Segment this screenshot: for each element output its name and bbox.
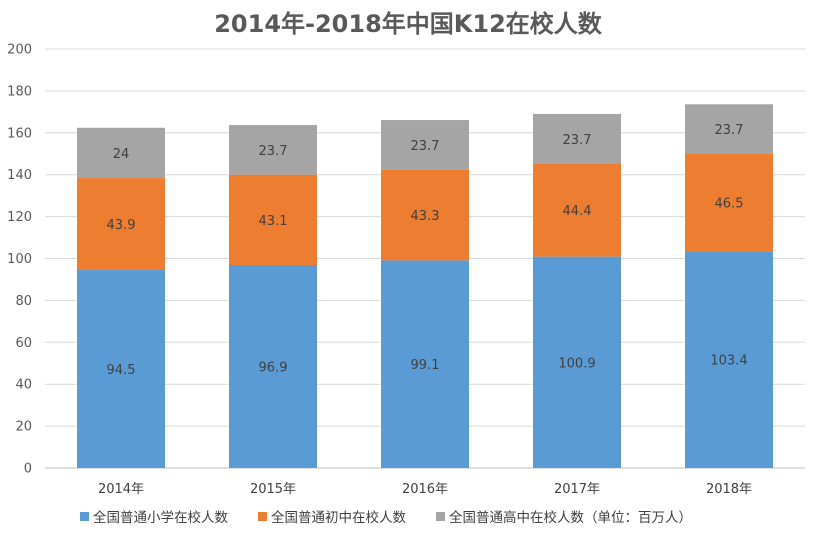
y-tick-label: 20 — [15, 420, 32, 435]
x-category-label: 2017年 — [554, 482, 600, 497]
bar-segment-1-0 — [77, 178, 165, 271]
legend-item-junior: 全国普通初中在校人数 — [258, 506, 406, 526]
x-axis-categories: 2014年 2015年 2016年 2017年 2018年 — [98, 482, 752, 497]
bar-segment-1-1 — [229, 174, 317, 265]
bar-segment-0-1 — [229, 264, 317, 468]
data-label: 43.1 — [259, 214, 288, 229]
legend-label-primary: 全国普通小学在校人数 — [93, 510, 228, 526]
bars — [77, 104, 773, 468]
y-tick-label: 180 — [7, 84, 32, 99]
x-category-label: 2016年 — [402, 482, 448, 497]
y-tick-label: 40 — [15, 378, 32, 393]
legend: 全国普通小学在校人数 全国普通初中在校人数 全国普通高中在校人数（单位：百万人） — [80, 506, 722, 526]
data-labels: 94.5 43.9 24 96.9 43.1 23.7 99.1 43.3 23.7 100.9 4… — [107, 123, 748, 378]
y-tick-label: 120 — [7, 210, 32, 225]
bar-segment-0-0 — [77, 270, 165, 468]
y-axis-ticks: 0 20 40 60 80 100 120 140 160 180 200 — [7, 43, 32, 477]
data-label: 94.5 — [107, 363, 136, 378]
legend-label-senior: 全国普通高中在校人数（单位：百万人） — [449, 510, 692, 526]
legend-label-junior: 全国普通初中在校人数 — [271, 510, 406, 526]
data-label: 103.4 — [710, 354, 747, 369]
bar-segment-1-4 — [685, 153, 773, 252]
data-label: 23.7 — [259, 144, 288, 159]
y-tick-label: 0 — [24, 462, 32, 477]
legend-swatch-senior — [436, 511, 445, 521]
x-category-label: 2015年 — [250, 482, 296, 497]
data-label: 43.9 — [107, 218, 136, 233]
data-label: 23.7 — [715, 123, 744, 138]
y-tick-label: 140 — [7, 168, 32, 183]
y-tick-label: 100 — [7, 252, 32, 267]
legend-swatch-junior — [258, 511, 267, 521]
bar-segment-2-2 — [381, 120, 469, 170]
chart-title: 2014年-2018年中国K12在校人数 — [214, 10, 602, 38]
bar-segment-0-2 — [381, 260, 469, 468]
bar-segment-2-1 — [229, 125, 317, 175]
y-tick-label: 60 — [15, 336, 32, 351]
data-label: 43.3 — [411, 209, 440, 224]
y-tick-label: 80 — [15, 294, 32, 309]
data-label: 100.9 — [558, 356, 595, 371]
x-category-label: 2018年 — [706, 482, 752, 497]
legend-item-senior: 全国普通高中在校人数（单位：百万人） — [436, 506, 692, 526]
data-label: 23.7 — [411, 139, 440, 154]
bar-segment-0-3 — [533, 256, 621, 468]
y-tick-label: 160 — [7, 126, 32, 141]
x-category-label: 2014年 — [98, 482, 144, 497]
bar-segment-2-0 — [77, 127, 165, 179]
y-tick-label: 200 — [7, 43, 32, 58]
legend-item-primary: 全国普通小学在校人数 — [80, 506, 228, 526]
bar-segment-2-3 — [533, 113, 621, 164]
data-label: 46.5 — [715, 197, 744, 212]
data-label: 99.1 — [411, 358, 440, 373]
bar-segment-0-4 — [685, 251, 773, 468]
data-label: 96.9 — [259, 360, 288, 375]
data-label: 23.7 — [563, 133, 592, 148]
data-label: 44.4 — [563, 204, 592, 219]
bar-segment-2-4 — [685, 104, 773, 154]
legend-swatch-primary — [80, 511, 89, 521]
bar-segment-1-3 — [533, 163, 621, 257]
bar-segment-1-2 — [381, 169, 469, 261]
data-label: 24 — [113, 147, 130, 162]
